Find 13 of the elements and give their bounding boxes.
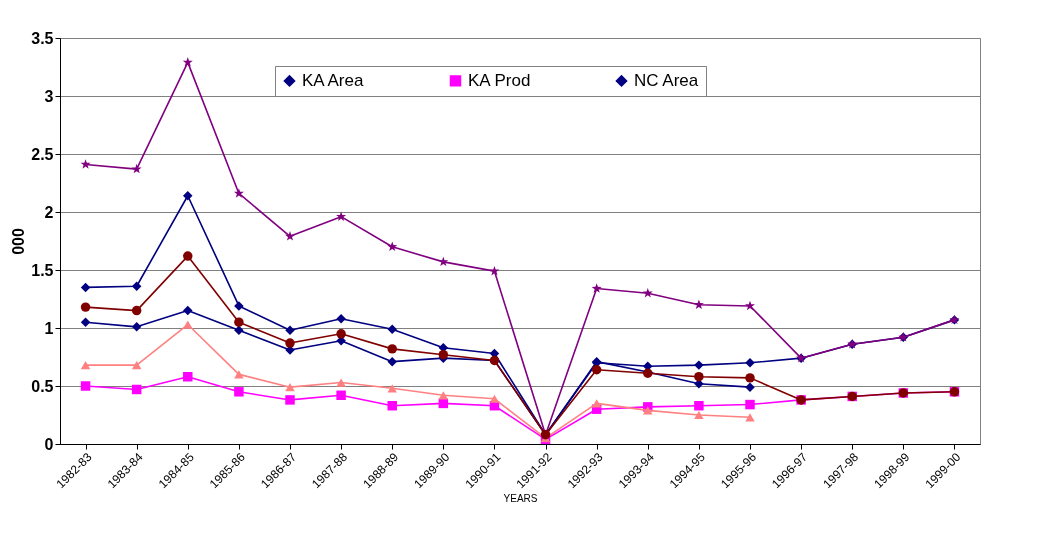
legend-label: NC Area — [634, 70, 699, 90]
y-tick-label: 3 — [44, 87, 54, 105]
y-tick-label: 1 — [44, 319, 54, 337]
y-tick-label: 2 — [44, 203, 54, 221]
y-tick-label: 0.5 — [31, 377, 54, 395]
y-tick-label: 0 — [44, 435, 54, 453]
y-tick-label: 2.5 — [31, 145, 54, 163]
y-tick-label: 3.5 — [31, 29, 54, 47]
y-axis-title: 000 — [10, 228, 28, 255]
y-tick-label: 1.5 — [31, 261, 54, 279]
legend-label: KA Area — [302, 70, 364, 90]
x-axis-title: YEARS — [503, 493, 538, 505]
legend-label: KA Prod — [468, 70, 531, 90]
